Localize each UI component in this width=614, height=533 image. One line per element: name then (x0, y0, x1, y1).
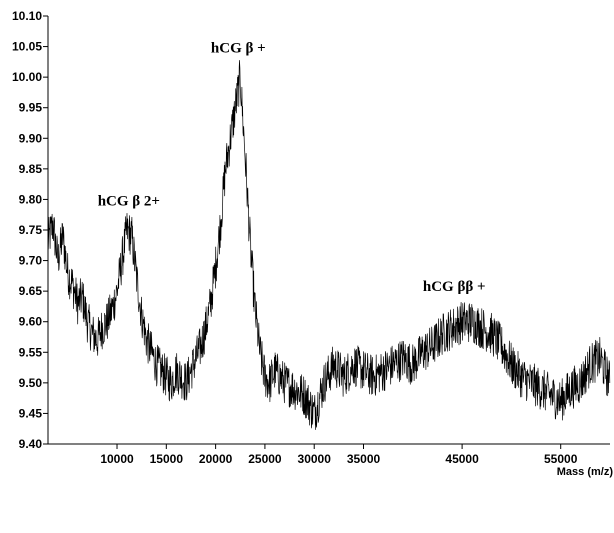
series-group (47, 60, 611, 430)
peak-annotation: hCG β 2+ (98, 194, 160, 210)
y-tick-label: 9.65 (19, 284, 43, 298)
y-tick-label: 9.90 (19, 131, 43, 145)
y-tick-label: 9.80 (19, 192, 43, 206)
x-axis-title: Mass (m/z) (557, 466, 614, 478)
x-tick-label: 35000 (347, 452, 381, 466)
y-tick-label: 9.40 (19, 437, 43, 451)
y-tick-label: 9.55 (19, 345, 43, 359)
y-tick-label: 10.10 (12, 9, 42, 23)
y-tick-label: 9.50 (19, 376, 43, 390)
x-tick-label: 15000 (150, 452, 184, 466)
y-tick-label: 9.75 (19, 223, 43, 237)
y-tick-label: 9.70 (19, 254, 43, 268)
x-tick-label: 55000 (544, 452, 578, 466)
x-tick-label: 20000 (199, 452, 233, 466)
x-tick-label: 45000 (445, 452, 479, 466)
x-tick-label: 30000 (298, 452, 332, 466)
x-tick-label: 10000 (100, 452, 134, 466)
x-tick-label: 25000 (248, 452, 282, 466)
y-tick-label: 10.00 (12, 70, 42, 84)
x-axis: 10000 15000 20000 25000 30000 35000 45000 55000 (48, 443, 610, 466)
y-tick-label: 9.85 (19, 162, 43, 176)
y-axis: 9.40 9.45 9.50 9.55 9.60 9.65 9.70 9.75 9.80 9.85… (12, 9, 49, 451)
y-tick-label: 10.05 (12, 40, 42, 54)
peak-annotation: hCG β + (211, 41, 266, 57)
annotations: hCG β 2+ hCG β + hCG ββ + (98, 41, 486, 295)
y-tick-label: 9.45 (19, 406, 43, 420)
peak-annotation: hCG ββ + (423, 279, 486, 295)
y-tick-label: 9.95 (19, 101, 43, 115)
spectrum-line (47, 60, 611, 430)
y-tick-label: 9.60 (19, 315, 43, 329)
